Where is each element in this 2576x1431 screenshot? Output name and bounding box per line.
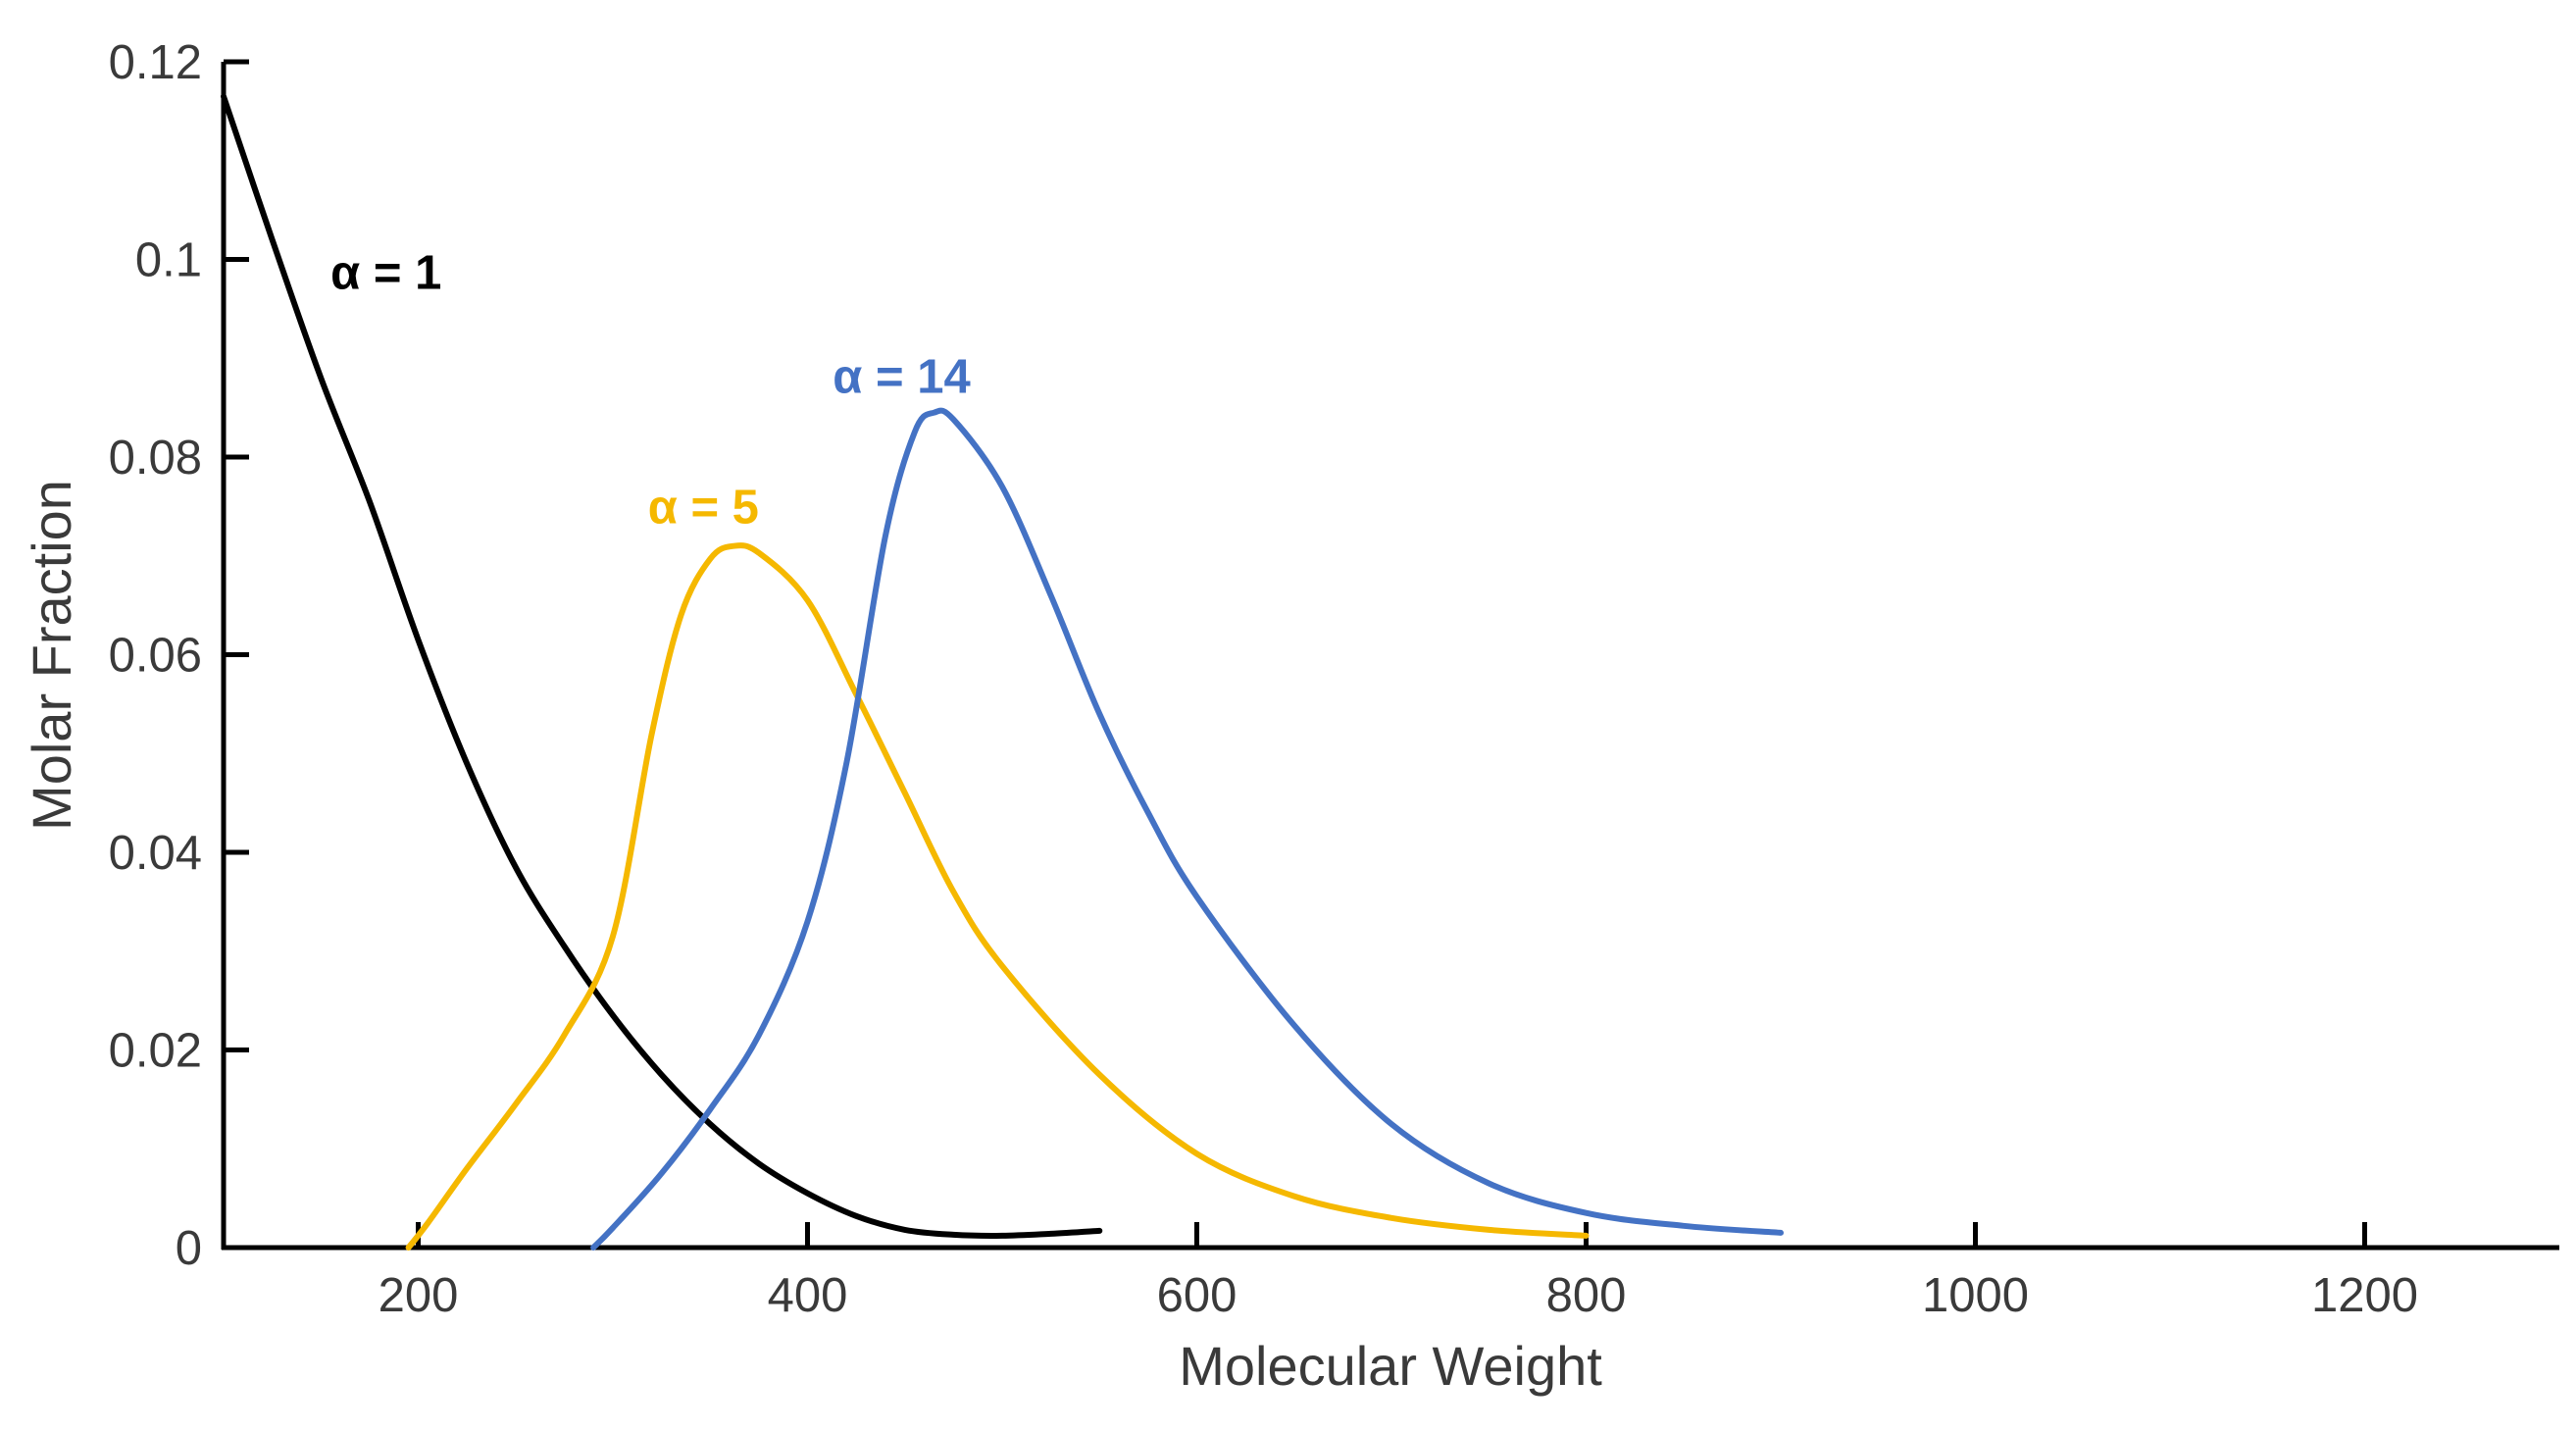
x-tick-label: 400 (768, 1269, 848, 1322)
x-tick-label: 200 (379, 1269, 459, 1322)
series-line-alpha-1 (221, 93, 1103, 1239)
data-series (221, 93, 1784, 1251)
series-labels: α = 1 α = 5 α = 14 (330, 247, 971, 535)
series-label-alpha-1: α = 1 (330, 247, 441, 300)
x-tick-label: 1200 (2311, 1269, 2418, 1322)
x-axis-title: Molecular Weight (1179, 1335, 1602, 1397)
y-axis-title: Molar Fraction (21, 480, 82, 831)
y-tick-label: 0.04 (109, 827, 202, 880)
x-tick-label: 1000 (1922, 1269, 2029, 1322)
x-tick-label: 800 (1546, 1269, 1627, 1322)
series-line-alpha-5 (405, 542, 1590, 1251)
y-tick-label: 0 (176, 1222, 202, 1275)
y-tick-label: 0.02 (109, 1025, 202, 1078)
axis-ticks: 0 0.02 0.04 0.06 0.08 0.1 0.12 200 400 600 800 1000… (109, 36, 2418, 1322)
y-tick-label: 0.12 (109, 36, 202, 89)
series-label-alpha-5: α = 5 (648, 482, 759, 535)
axes (221, 62, 2559, 1251)
y-tick-label: 0.08 (109, 432, 202, 485)
series-label-alpha-14: α = 14 (833, 351, 970, 404)
x-tick-label: 600 (1157, 1269, 1237, 1322)
y-tick-label: 0.1 (135, 234, 202, 287)
series-line-alpha-14 (590, 407, 1784, 1251)
y-tick-label: 0.06 (109, 630, 202, 683)
